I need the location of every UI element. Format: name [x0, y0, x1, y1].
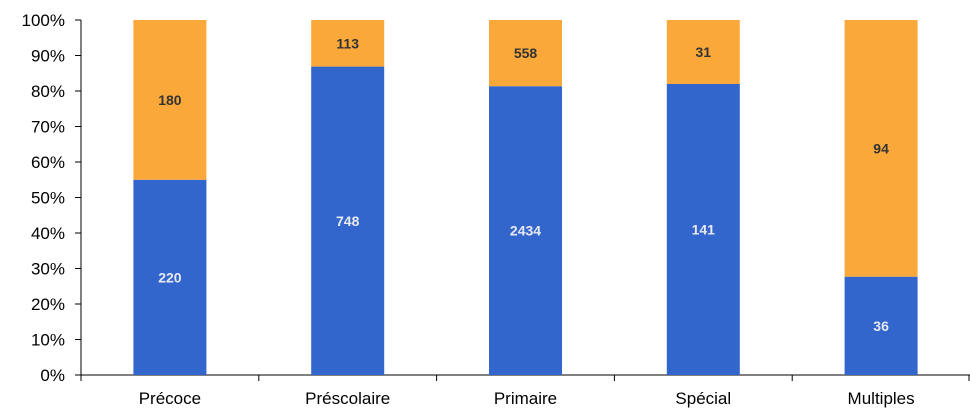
- y-tick-label: 50%: [31, 189, 65, 208]
- y-tick-label: 90%: [31, 47, 65, 66]
- data-label: 141: [692, 221, 716, 237]
- bar-segment: [844, 276, 918, 375]
- data-label: 748: [336, 213, 360, 229]
- data-label: 94: [873, 140, 889, 156]
- bar-segment: [133, 20, 207, 180]
- x-tick-label: Préscolaire: [305, 389, 390, 408]
- x-tick-label: Multiples: [848, 389, 915, 408]
- y-tick-label: 30%: [31, 260, 65, 279]
- bar-segment: [666, 20, 740, 84]
- y-axis: 0% 10% 20% 30% 40% 50% 60% 70% 80% 90% 100%: [22, 11, 82, 385]
- bar-segment: [489, 86, 562, 376]
- y-tick-label: 40%: [31, 224, 65, 243]
- x-tick-label: Spécial: [675, 389, 731, 408]
- x-tick-label: Précoce: [139, 389, 201, 408]
- y-tick-label: 0%: [40, 366, 65, 385]
- x-axis: Précoce Préscolaire Primaire Spécial Multipl…: [80, 374, 970, 408]
- y-tick-label: 70%: [31, 118, 65, 137]
- data-label: 558: [514, 45, 538, 61]
- y-tick-label: 100%: [22, 11, 65, 30]
- bar-segment: [666, 83, 740, 376]
- y-tick-label: 80%: [31, 82, 65, 101]
- y-tick-label: 60%: [31, 153, 65, 172]
- bar-segment: [489, 20, 562, 87]
- data-label: 2434: [510, 223, 541, 239]
- data-label: 36: [873, 318, 889, 334]
- bar-segment: [133, 179, 207, 375]
- data-label: 180: [158, 92, 182, 108]
- bar-segment: [311, 66, 385, 375]
- data-label: 220: [158, 269, 182, 285]
- bar-segment: [311, 20, 385, 67]
- y-tick-label: 10%: [31, 331, 65, 350]
- bar-segment: [844, 20, 918, 277]
- data-label: 31: [696, 44, 712, 60]
- x-tick-label: Primaire: [494, 389, 557, 408]
- data-labels: 220 180 748 113 2434 558 141 31 36 94: [158, 35, 889, 334]
- data-label: 113: [336, 35, 359, 51]
- y-tick-label: 20%: [31, 295, 65, 314]
- bars: [133, 20, 918, 376]
